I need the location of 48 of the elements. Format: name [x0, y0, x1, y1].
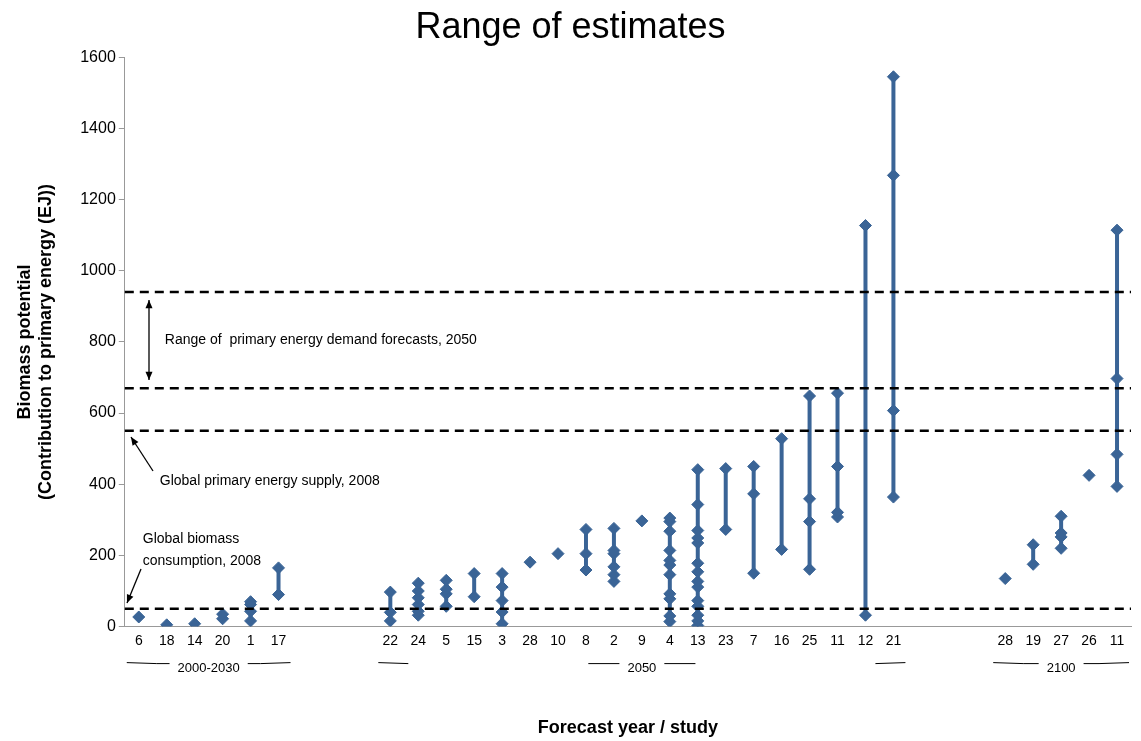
y-tick-label: 0 — [106, 617, 116, 635]
annotation: Range of primary energy demand forecasts, 2050 — [164, 330, 478, 347]
x-tick-label: 11 — [830, 631, 845, 648]
x-tick-label: 21 — [885, 631, 902, 648]
y-tick-label: 1600 — [80, 47, 116, 65]
x-tick-label: 3 — [498, 631, 507, 648]
text: 2050 — [627, 660, 657, 676]
x-tick-label: 23 — [717, 631, 734, 648]
x-tick-label: 7 — [749, 631, 758, 648]
x-tick-label: 22 — [382, 631, 399, 648]
x-tick-label: 5 — [442, 631, 451, 648]
x-tick-label: 14 — [186, 631, 203, 648]
y-tick-label: 200 — [89, 545, 116, 563]
x-tick-label: 17 — [270, 631, 287, 648]
x-tick-label: 12 — [857, 631, 874, 648]
x-tick-label: 26 — [1081, 631, 1098, 648]
x-tick-label: 9 — [637, 631, 646, 648]
x-axis-title: Forecast year / study — [537, 717, 718, 738]
x-tick-label: 8 — [582, 631, 591, 648]
x-tick-label: 19 — [1025, 631, 1042, 648]
ref-line-label: Global biomass consumption, 2008 — [142, 529, 262, 568]
x-tick-label: 18 — [158, 631, 175, 648]
chart-title: Range of estimates — [415, 4, 726, 46]
x-tick-label: 16 — [773, 631, 790, 648]
y-tick-label: 600 — [89, 403, 116, 421]
ref-line-label: Global primary energy supply, 2008 — [159, 471, 380, 488]
y-tick-label: 1400 — [80, 118, 116, 136]
x-tick-label: 28 — [997, 631, 1014, 648]
y-tick-label: 800 — [89, 332, 116, 350]
y-axis-title: Biomass potential (Contribution to primary energy (EJ)) — [13, 183, 56, 500]
y-tick-label: 400 — [89, 474, 116, 492]
x-tick-label: 11 — [1109, 631, 1125, 648]
x-tick-label: 10 — [550, 631, 567, 648]
y-tick-label: 1200 — [80, 189, 116, 207]
x-tick-label: 4 — [665, 631, 674, 648]
text: 2100 — [1046, 660, 1076, 676]
y-tick-label: 1000 — [80, 261, 116, 279]
x-tick-label: 27 — [1053, 631, 1070, 648]
x-tick-label: 1 — [246, 631, 255, 648]
x-tick-label: 13 — [689, 631, 706, 648]
x-tick-label: 20 — [214, 631, 231, 648]
x-tick-label: 24 — [410, 631, 427, 648]
x-tick-label: 6 — [134, 631, 143, 648]
text: 2000-2030 — [177, 660, 240, 676]
x-tick-label: 15 — [466, 631, 483, 648]
x-tick-label: 2 — [610, 631, 619, 648]
x-tick-label: 28 — [522, 631, 539, 648]
x-tick-label: 25 — [801, 631, 818, 648]
